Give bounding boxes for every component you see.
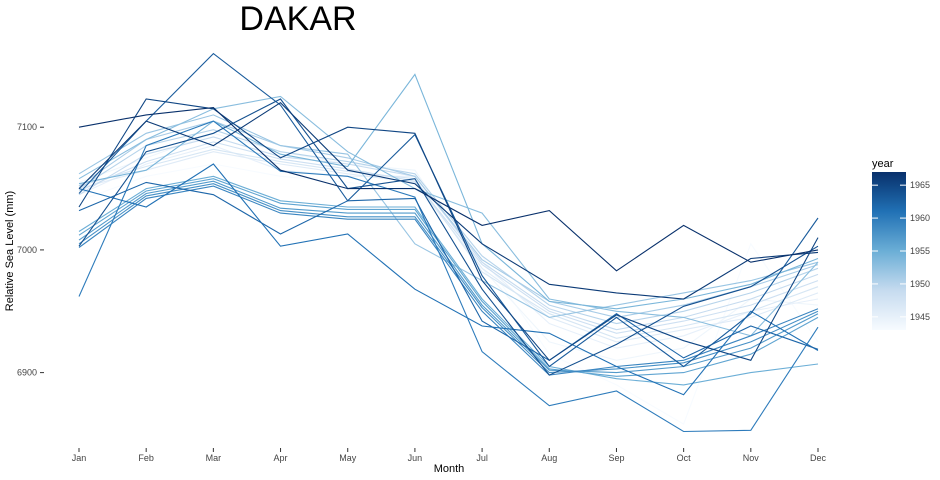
color-legend: year 1945 1950 1955 1960 1965 — [872, 158, 930, 330]
legend-tick-label: 1960 — [910, 213, 930, 223]
x-tick-label: Nov — [743, 453, 760, 463]
x-tick-label: Dec — [810, 453, 827, 463]
legend-tick-label: 1955 — [910, 246, 930, 256]
series-line-1955 — [78, 175, 819, 386]
series-line-1958 — [78, 183, 819, 374]
series-line-1950 — [78, 129, 819, 325]
x-tick-label: Apr — [274, 453, 288, 463]
x-tick-label: Jan — [72, 453, 87, 463]
plot-lines — [78, 52, 819, 433]
x-tick-label: Jun — [408, 453, 423, 463]
y-tick-label: 6900 — [17, 368, 37, 378]
x-tick-label: Oct — [677, 453, 692, 463]
series-line-1961 — [78, 163, 819, 396]
chart-title: DAKAR — [239, 0, 356, 38]
legend-tick-label: 1950 — [910, 279, 930, 289]
y-tick-label: 7100 — [17, 122, 37, 132]
legend-title: year — [872, 158, 894, 170]
x-tick-label: Mar — [206, 453, 222, 463]
series-line-1966 — [78, 101, 819, 300]
x-tick-label: May — [339, 453, 357, 463]
y-axis-title: Relative Sea Level (mm) — [4, 191, 16, 311]
series-line-1962 — [78, 181, 819, 361]
legend-tick-label: 1945 — [910, 312, 930, 322]
series-line-1952 — [78, 114, 819, 318]
x-tick-label: Jul — [476, 453, 488, 463]
series-line-1944 — [78, 132, 819, 361]
legend-tick-label: 1965 — [910, 180, 930, 190]
series-line-1967 — [78, 107, 819, 272]
x-axis-title: Month — [434, 463, 465, 475]
series-line-1956 — [78, 178, 819, 377]
legend-ticks: 1945 1950 1955 1960 1965 — [872, 180, 930, 322]
y-tick-label: 7000 — [17, 245, 37, 255]
series-line-1960 — [78, 120, 819, 433]
series-line-1951 — [78, 120, 819, 318]
series-line-1964 — [78, 98, 819, 376]
series-line-1953 — [78, 95, 819, 337]
x-tick-label: Feb — [138, 453, 154, 463]
series-line-1957 — [78, 180, 819, 374]
series-line-1963 — [78, 52, 819, 368]
series-line-1949 — [78, 136, 819, 331]
x-tick-label: Sep — [608, 453, 624, 463]
y-axis: 6900 7000 7100 — [17, 122, 44, 378]
x-tick-label: Aug — [541, 453, 557, 463]
series-line-1959 — [78, 185, 819, 376]
x-axis: Jan Feb Mar Apr May Jun Jul Aug Sep Oct Nov Dec — [72, 448, 827, 463]
series-line-1954 — [78, 73, 819, 310]
series-line-1947 — [78, 148, 819, 339]
series-line-1948 — [78, 141, 819, 334]
series-line-1945 — [78, 145, 819, 349]
